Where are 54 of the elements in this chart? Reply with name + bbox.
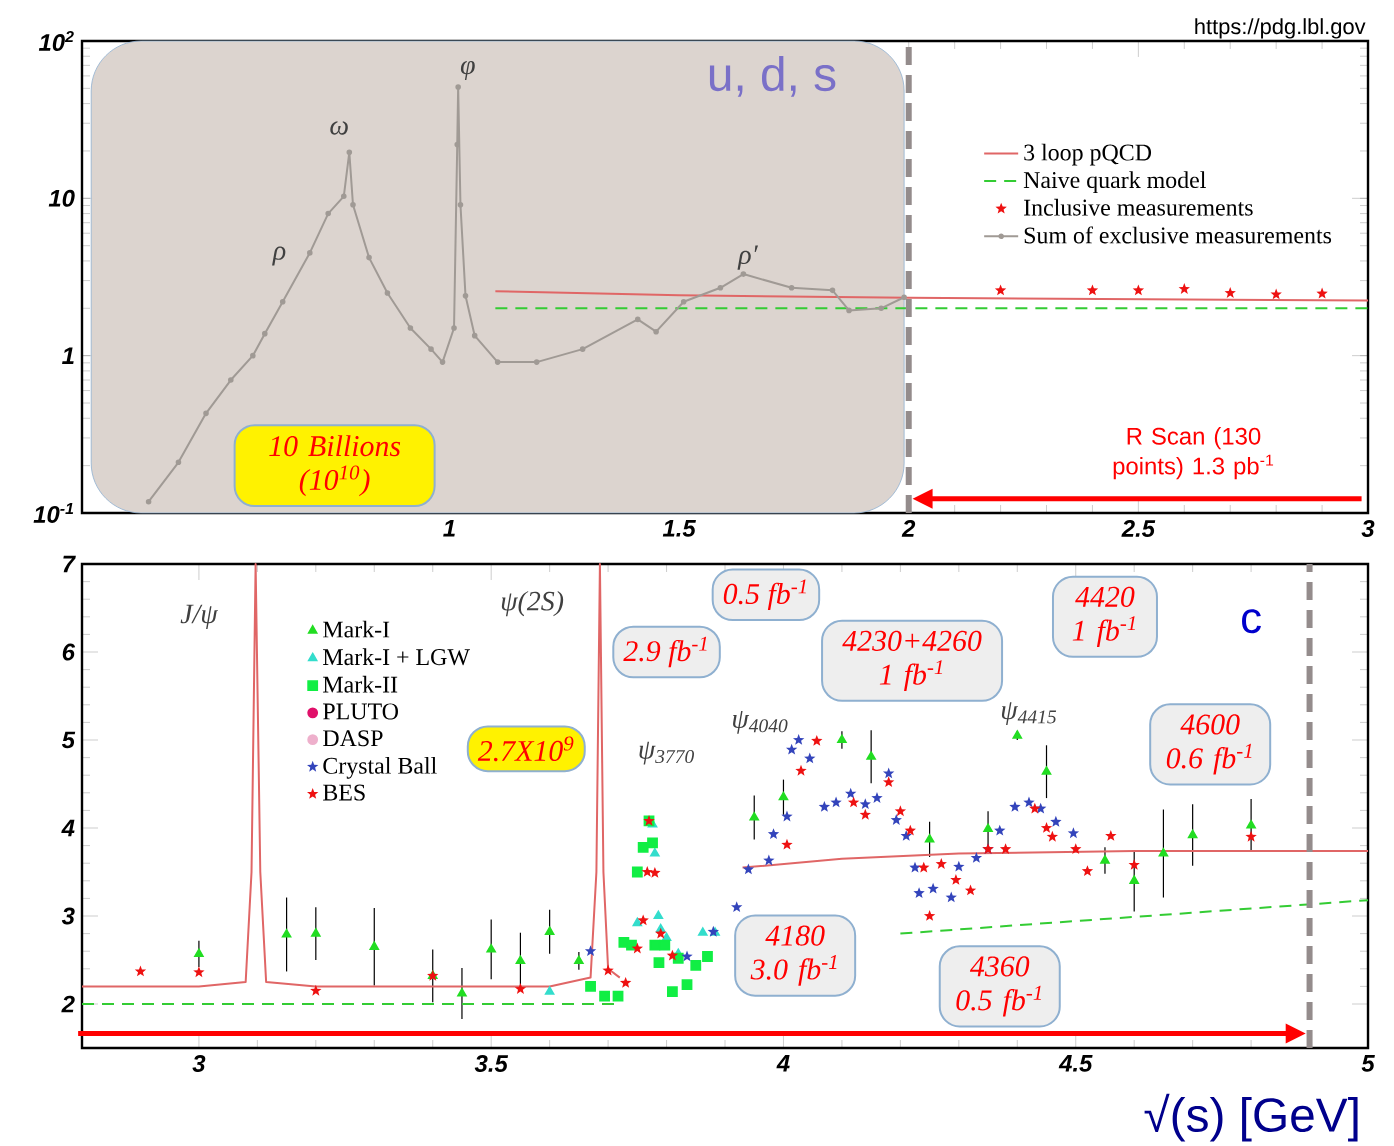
y-tick-label: 4 [61, 819, 75, 837]
y-tick-label: 5 [61, 731, 76, 749]
annotation: 2.9 fb$^{-1}$ [623, 636, 707, 668]
legend-label: Mark-I [323, 620, 390, 638]
legend-label: Inclusive measurements [1024, 198, 1253, 216]
annotation: ψ(2S) [501, 590, 564, 617]
annotation: ψ$_{4415}$ [1001, 702, 1057, 725]
x-tick-label: 4.5 [1058, 1055, 1093, 1072]
annotation: J/ψ [180, 604, 219, 629]
annotation: ω [330, 121, 348, 135]
y-tick-label: 10 [48, 189, 75, 207]
text: https://pdg.lbl.gov [1195, 18, 1366, 39]
y-tick-label: 7 [63, 555, 76, 573]
legend-label: Mark-I + LGW [323, 648, 470, 666]
annotation: c [1242, 609, 1261, 634]
x-tick-label: 3 [1361, 520, 1375, 537]
annotation: 10 Billions (10$^{10}$) [269, 435, 401, 497]
x-tick-label: 2.5 [1121, 520, 1156, 537]
annotation: ρ [272, 246, 286, 266]
y-tick-label: 3 [61, 907, 75, 925]
x-tick-label: 3 [192, 1055, 206, 1072]
annotation: ψ$_{3770}$ [639, 741, 695, 765]
y-tick-label: 10$^{-1}$ [33, 503, 74, 523]
legend-label: Sum of exclusive measurements [1024, 226, 1332, 244]
legend-label: Crystal Ball [323, 757, 437, 779]
annotation: 2.7X10$^{9}$ [477, 736, 574, 762]
annotation: ψ$_{4040}$ [733, 711, 788, 734]
annotation: φ [460, 60, 475, 80]
y-tick-label: 2 [61, 995, 75, 1013]
y-tick-label: 10$^{2}$ [38, 30, 74, 51]
legend-label: BES [323, 784, 365, 801]
x-tick-label: 2 [901, 520, 916, 537]
x-tick-label: 5 [1361, 1055, 1375, 1072]
band-label: u, d, s [709, 56, 836, 97]
annotation: 4600 0.6 fb$^{-1}$ [1166, 714, 1252, 775]
legend-label: PLUTO [323, 703, 398, 720]
legend-label: DASP [323, 730, 383, 747]
legend-label: 3 loop pQCD [1024, 143, 1152, 166]
annotation: 4420 1 fb$^{-1}$ [1072, 586, 1136, 647]
x-tick-label: 1 [443, 520, 455, 537]
legend-label: Mark-II [323, 675, 398, 693]
x-tick-label: 1.5 [662, 520, 696, 537]
y-tick-label: 1 [62, 347, 74, 364]
annotation: 4230+4260 1 fb$^{-1}$ [842, 630, 982, 691]
annotation: 0.5 fb$^{-1}$ [723, 579, 806, 611]
y-tick-label: 6 [62, 643, 76, 661]
x-tick-label: 3.5 [474, 1055, 509, 1072]
legend-label: Naive quark model [1023, 171, 1206, 193]
x-axis-title: √(s) [GeV] [1144, 1093, 1358, 1142]
annotation: 4180 3.0 fb$^{-1}$ [750, 925, 837, 986]
x-tick-label: 4 [776, 1055, 790, 1072]
annotation: R Scan (130 points) 1.3 pb$^{-1}$ [1113, 427, 1274, 480]
annotation: ρ′ [737, 245, 759, 270]
annotation: 4360 0.5 fb$^{-1}$ [956, 956, 1042, 1017]
